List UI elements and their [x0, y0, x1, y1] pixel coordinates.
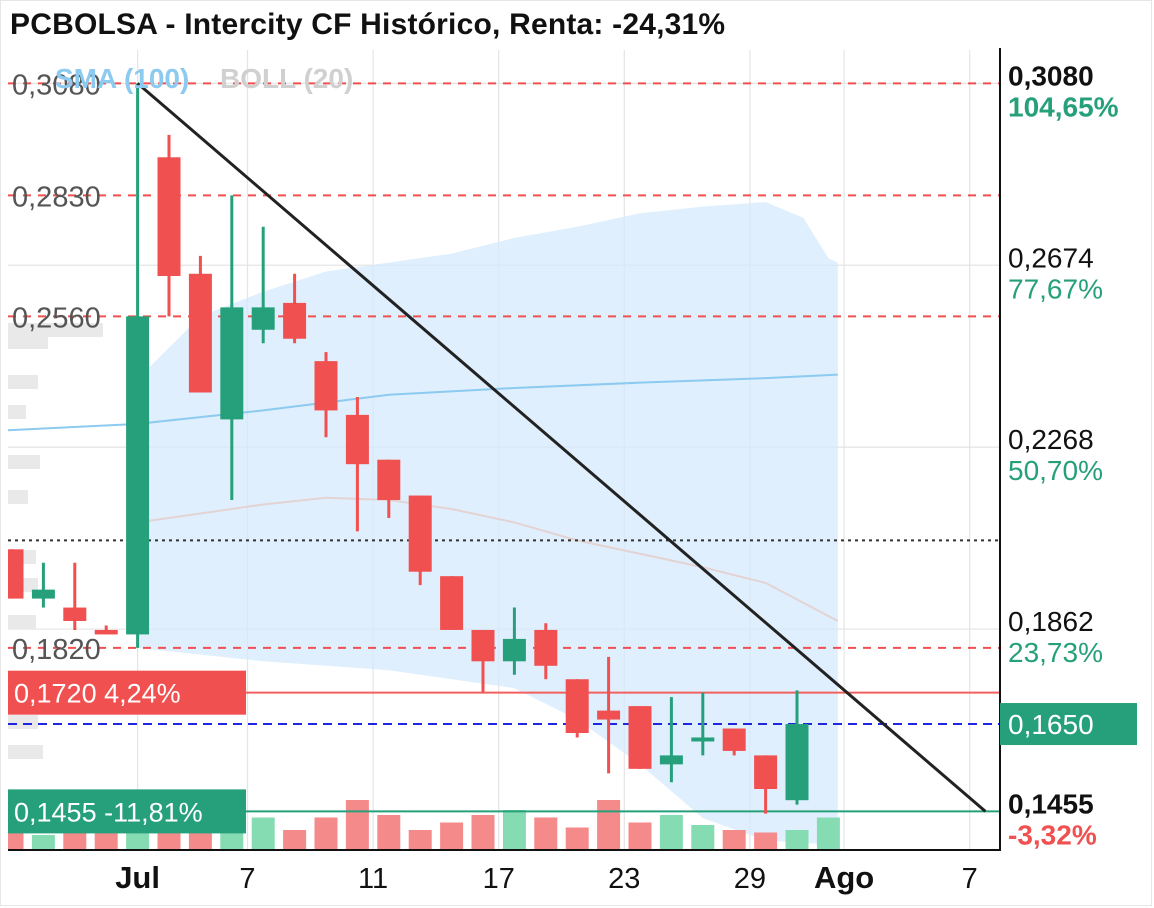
volume-bar	[31, 835, 55, 850]
axis-price-label: 0,2674	[1008, 242, 1094, 273]
depth-bar	[8, 715, 38, 729]
volume-bar	[691, 825, 715, 850]
bollinger-middle-line	[137, 496, 839, 622]
candle-body	[471, 629, 495, 662]
axis-price-label: 0,1862	[1008, 606, 1094, 637]
level-label-left: 0,1820	[12, 634, 101, 666]
price-tag-left	[8, 670, 246, 715]
depth-bar	[8, 455, 40, 469]
candle-body	[63, 607, 87, 621]
depth-bar	[8, 405, 26, 419]
candle-body	[597, 710, 621, 720]
axis-price-label: 0,3080	[1008, 60, 1094, 91]
volume-bar	[785, 830, 809, 850]
candle-body	[283, 302, 307, 339]
depth-bar	[8, 323, 103, 337]
axis-percent-label: 77,67%	[1008, 273, 1103, 304]
volume-bar	[345, 800, 369, 850]
candle-body	[188, 273, 212, 393]
sma-line	[8, 373, 838, 432]
candle-body	[628, 706, 652, 769]
volume-bar	[251, 817, 275, 850]
candle-body	[691, 737, 715, 742]
volume-bar	[722, 830, 746, 850]
volume-bar	[314, 817, 338, 850]
candle-body	[251, 307, 275, 330]
level-label-left: 0,3080	[12, 69, 101, 101]
candle-body	[408, 495, 432, 572]
candle-body	[502, 638, 526, 662]
depth-bar	[8, 745, 43, 759]
candle-body	[345, 414, 369, 465]
price-tag-left	[8, 789, 246, 834]
candle-body	[754, 755, 778, 789]
x-tick-label: 17	[483, 863, 515, 895]
candle-body	[157, 157, 181, 277]
current-price-label: 0,1650	[1008, 709, 1094, 740]
x-tick-label: 23	[608, 863, 640, 895]
volume-bar	[377, 815, 401, 850]
level-label-left: 0,2830	[12, 181, 101, 213]
depth-bar	[8, 375, 38, 389]
axis-percent-label: 50,70%	[1008, 455, 1103, 486]
plot-area	[8, 50, 1000, 850]
x-tick-label: 7	[239, 863, 255, 895]
axis-percent-label: 104,65%	[1008, 91, 1119, 122]
candle-body	[8, 549, 24, 599]
axis-percent-label: -3,32%	[1008, 819, 1097, 850]
volume-bar	[597, 800, 621, 850]
volume-bar	[659, 815, 683, 850]
depth-bar	[8, 335, 48, 349]
candle-body	[659, 755, 683, 765]
volume-bar	[628, 822, 652, 850]
chart-title: PCBOLSA - Intercity CF Histórico, Renta:…	[10, 8, 726, 41]
candle-body	[31, 589, 55, 599]
candle-body	[565, 679, 589, 733]
volume-bar	[502, 810, 526, 850]
candle-body	[314, 361, 338, 411]
price-tag-left-label: 0,1720 4,24%	[14, 679, 181, 709]
volume-bar	[534, 817, 558, 850]
axis-price-label: 0,1455	[1008, 788, 1094, 819]
volume-bar	[440, 822, 464, 850]
price-tag-left-label: 0,1455 -11,81%	[14, 797, 203, 827]
level-label-left: 0,2560	[12, 302, 101, 334]
x-tick-label: Ago	[814, 860, 874, 895]
volume-bar	[94, 832, 118, 850]
volume-bar	[816, 817, 840, 850]
candle-body	[722, 728, 746, 751]
depth-bar	[8, 615, 36, 629]
trend-line	[136, 82, 987, 813]
candle-body	[440, 576, 464, 630]
legend-sma: SMA (100)	[55, 63, 189, 94]
depth-bar	[8, 490, 28, 504]
axis-price-label: 0,2268	[1008, 424, 1094, 455]
volume-bar	[471, 815, 495, 850]
candle-body	[377, 459, 401, 501]
x-tick-label: 7	[962, 863, 978, 895]
bollinger-band	[137, 202, 838, 845]
x-tick-label: 29	[734, 863, 766, 895]
candle-body	[220, 307, 244, 420]
candle-body	[785, 724, 809, 801]
volume-bar	[565, 827, 589, 850]
candle-body	[126, 316, 150, 635]
candle-body	[534, 629, 558, 666]
candle-body	[94, 629, 118, 635]
axis-percent-label: 23,73%	[1008, 637, 1103, 668]
x-tick-label: Jul	[115, 860, 160, 895]
x-tick-label: 11	[358, 863, 388, 895]
volume-bar	[283, 830, 307, 850]
current-price-tag	[1000, 703, 1137, 746]
volume-bar	[754, 832, 778, 850]
volume-bar	[408, 830, 432, 850]
legend-boll: BOLL (20)	[220, 63, 353, 94]
